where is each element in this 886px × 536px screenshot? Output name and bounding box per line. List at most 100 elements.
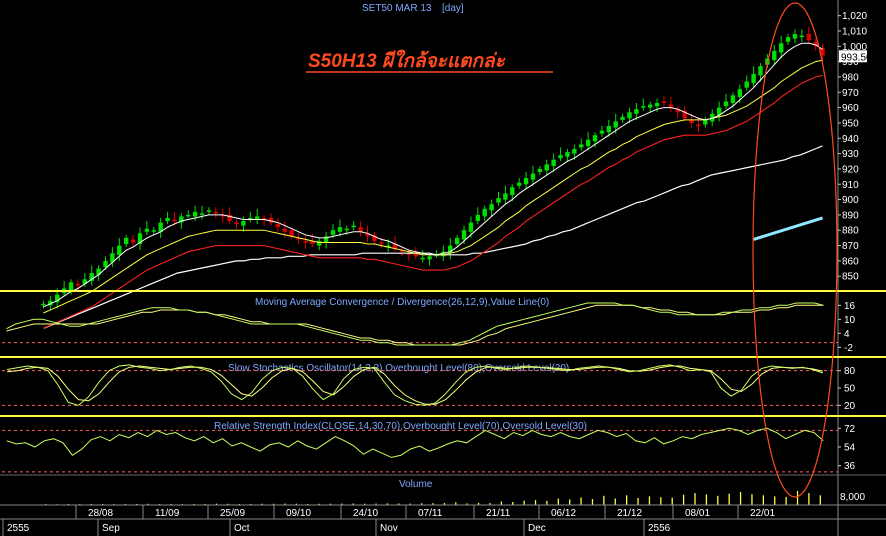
candle-body: [399, 250, 405, 252]
candle-body: [744, 81, 749, 88]
candle-body: [675, 109, 680, 113]
candle-body: [475, 214, 481, 222]
candle-body: [123, 237, 129, 245]
candle-body: [234, 222, 239, 225]
candle-body: [351, 225, 356, 228]
date-axis: 28/08 11/09 25/09 09/10 24/10 07/11 21/11 06/12…: [0, 504, 886, 536]
candle-body: [641, 106, 646, 108]
candle-body: [317, 240, 322, 246]
candle-body: [289, 230, 294, 237]
candle-body: [620, 116, 625, 120]
candle-body: [282, 228, 287, 232]
date-tick-label: 25/09: [220, 508, 245, 519]
candle-body: [420, 257, 425, 260]
extension-line: [753, 216, 823, 241]
candle-body: [813, 41, 818, 47]
price-tick-label: 910: [842, 180, 859, 191]
price-tick-label: 960: [842, 103, 859, 114]
candle-body: [275, 224, 281, 228]
candle-body: [192, 211, 198, 217]
candle-body: [661, 101, 667, 104]
candle-body: [372, 234, 377, 241]
price-tick-label: 1,020: [842, 11, 867, 22]
candle-body: [117, 245, 122, 255]
date-tick-label: 21/11: [486, 508, 511, 519]
candle-body: [503, 193, 508, 200]
candle-body: [772, 50, 777, 61]
candle-body: [130, 239, 136, 243]
candle-body: [358, 227, 363, 232]
candle-body: [613, 121, 618, 128]
candle-body: [537, 168, 543, 172]
last-price-label: 993.50: [841, 52, 872, 63]
candle-body: [716, 107, 722, 116]
candle-body: [158, 222, 163, 232]
date-tick-label: 11/09: [155, 508, 180, 519]
price-tick-label: 900: [842, 195, 859, 206]
candle-body: [551, 159, 556, 166]
candle-body: [68, 282, 74, 290]
rsi-panel: Relative Strength Index(CLOSE,14,30,70),…: [0, 421, 886, 476]
candle-body: [427, 256, 432, 260]
candle-body: [482, 208, 487, 217]
price-tick-label: 920: [842, 164, 859, 175]
candle-body: [778, 43, 784, 53]
candle-body: [758, 66, 763, 76]
candle-body: [89, 273, 94, 281]
candle-body: [220, 214, 225, 217]
candle-body: [48, 300, 53, 306]
rsi-tick-label: 54: [844, 443, 856, 454]
candle-body: [592, 135, 598, 142]
rsi-tick-label: 36: [844, 461, 856, 472]
candle-body: [723, 101, 729, 107]
candle-body: [579, 144, 584, 148]
candle-body: [696, 124, 701, 127]
date-tick-label: 21/12: [617, 508, 642, 519]
price-tick-label: 940: [842, 134, 859, 145]
candle-body: [799, 35, 805, 38]
candle-body: [413, 253, 418, 257]
price-tick-label: 930: [842, 149, 859, 160]
stochastic-tick-label: 50: [844, 384, 856, 395]
annotation-circle: [752, 2, 838, 498]
candle-body: [585, 139, 591, 146]
candle-body: [75, 283, 81, 286]
date-tick-label: 24/10: [353, 508, 378, 519]
macd-tick-label: -2: [844, 343, 853, 354]
candle-body: [261, 217, 267, 220]
macd-title: Moving Average Convergence / Divergence(…: [255, 297, 549, 308]
candle-body: [510, 187, 515, 195]
candle-body: [454, 237, 460, 245]
chart-period-label: [day]: [442, 3, 464, 14]
candle-body: [682, 110, 687, 119]
period-tick-label: Dec: [528, 523, 546, 534]
candle-body: [323, 236, 329, 243]
price-tick-label: 980: [842, 72, 859, 83]
candle-body: [296, 237, 301, 240]
candle-body: [41, 303, 46, 306]
stochastic-title: Slow Stochastics Oscillator(14,3,3),Over…: [228, 363, 569, 374]
macd-tick-label: 16: [844, 301, 856, 312]
candle-body: [151, 230, 156, 232]
candle-body: [737, 89, 743, 97]
period-tick-label: Nov: [380, 523, 398, 534]
candle-body: [461, 230, 467, 240]
candle-body: [227, 214, 232, 222]
date-tick-label: 28/08: [88, 508, 113, 519]
candle-body: [310, 240, 315, 245]
candle-body: [689, 119, 694, 123]
candle-body: [516, 182, 522, 186]
ma-long-line: [43, 74, 823, 329]
macd-tick-label: 10: [844, 315, 856, 326]
candle-body: [172, 219, 177, 222]
volume-tick-label: 8,000: [840, 492, 865, 503]
macd-tick-label: 4: [844, 329, 850, 340]
candle-body: [599, 130, 605, 134]
candle-body: [186, 214, 191, 217]
macd-panel: Moving Average Convergence / Divergence(…: [0, 297, 886, 358]
candle-body: [634, 109, 639, 114]
price-tick-label: 880: [842, 226, 859, 237]
stochastic-signal-line: [7, 365, 824, 405]
candle-body: [820, 47, 825, 56]
